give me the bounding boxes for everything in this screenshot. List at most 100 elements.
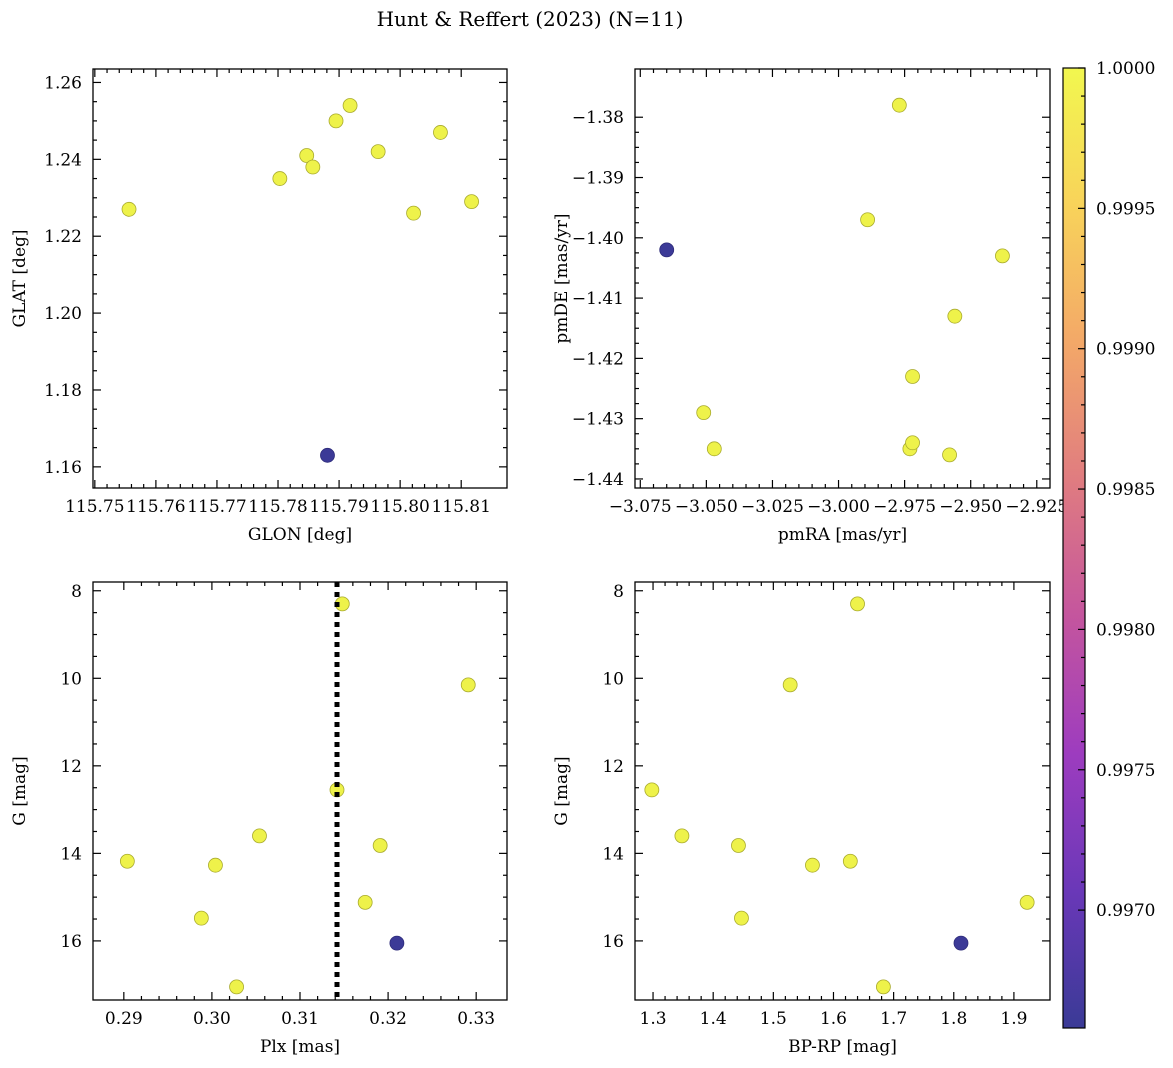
y-tick-label: 14 bbox=[602, 844, 624, 864]
data-point bbox=[299, 148, 315, 163]
y-tick-label: −1.40 bbox=[572, 229, 624, 249]
x-axis-label: Plx [mas] bbox=[260, 1037, 340, 1057]
data-point bbox=[305, 159, 321, 175]
y-tick-label: 8 bbox=[71, 582, 82, 602]
y-tick-label: 1.26 bbox=[44, 73, 82, 93]
y-tick-label: −1.41 bbox=[572, 289, 624, 309]
data-point bbox=[696, 405, 712, 421]
colorbar-tick-label: 1.0000 bbox=[1096, 59, 1155, 79]
data-point bbox=[942, 447, 957, 463]
y-tick-label: 1.22 bbox=[44, 227, 82, 247]
panel-bprp-g: 1.3 1.4 1.5 1.6 1.7 1.8 1.9 8 10 12 14 16 BP-RP [mag… bbox=[552, 581, 1051, 1057]
x-axis-label: GLON [deg] bbox=[248, 525, 352, 545]
colorbar-tick-label: 0.9985 bbox=[1096, 480, 1155, 500]
y-tick-label: −1.39 bbox=[572, 169, 624, 189]
data-point bbox=[953, 935, 969, 951]
y-tick-label: −1.43 bbox=[572, 410, 624, 430]
data-point bbox=[995, 248, 1010, 264]
data-point bbox=[372, 838, 388, 853]
figure-title: Hunt & Reffert (2023) (N=11) bbox=[377, 7, 684, 31]
y-tick-label: 1.24 bbox=[44, 150, 82, 170]
x-tick-label: 1.4 bbox=[700, 1009, 727, 1029]
colorbar-tick-label: 0.9990 bbox=[1096, 340, 1155, 360]
x-tick-label: 115.75 bbox=[65, 497, 124, 517]
colorbar-tick-label: 0.9995 bbox=[1096, 199, 1155, 219]
y-tick-label: −1.44 bbox=[572, 470, 624, 490]
x-tick-label: 1.6 bbox=[820, 1009, 847, 1029]
data-point bbox=[842, 853, 858, 869]
plot-frame bbox=[634, 68, 1051, 489]
data-point bbox=[850, 596, 865, 612]
data-point bbox=[370, 144, 386, 160]
data-point bbox=[320, 447, 335, 463]
data-point bbox=[121, 201, 137, 217]
data-point bbox=[805, 857, 820, 873]
data-point bbox=[328, 113, 344, 129]
plot-frame bbox=[92, 581, 508, 1001]
y-tick-label: 12 bbox=[60, 757, 82, 777]
colorbar-tick-label: 0.9970 bbox=[1096, 901, 1155, 921]
data-point bbox=[357, 894, 373, 910]
y-tick-label: −1.42 bbox=[572, 349, 624, 369]
data-point bbox=[674, 828, 690, 844]
y-tick-label: 10 bbox=[602, 669, 624, 689]
y-tick-label: 16 bbox=[60, 932, 82, 952]
data-point bbox=[208, 857, 223, 873]
data-point bbox=[905, 369, 920, 384]
data-point bbox=[731, 838, 746, 853]
data-point bbox=[659, 242, 675, 258]
data-point bbox=[734, 910, 749, 926]
data-point bbox=[706, 441, 722, 457]
y-tick-label: 8 bbox=[613, 582, 624, 602]
x-tick-label: 115.76 bbox=[126, 497, 185, 517]
y-tick-label: 14 bbox=[60, 844, 82, 864]
x-tick-label: 0.31 bbox=[281, 1009, 319, 1029]
x-tick-label: −3.025 bbox=[741, 497, 804, 517]
data-point bbox=[193, 910, 209, 926]
x-tick-label: 1.5 bbox=[760, 1009, 787, 1029]
data-point bbox=[875, 979, 891, 995]
x-tick-label: −3.075 bbox=[609, 497, 672, 517]
x-tick-label: 1.9 bbox=[1000, 1009, 1027, 1029]
data-point bbox=[464, 194, 479, 210]
data-point bbox=[891, 97, 907, 113]
y-tick-label: 1.20 bbox=[44, 304, 82, 324]
y-tick-label: 12 bbox=[602, 757, 624, 777]
y-axis-label: GLAT [deg] bbox=[10, 229, 30, 327]
data-point bbox=[406, 205, 421, 221]
x-tick-label: 115.81 bbox=[431, 497, 490, 517]
plot-frame bbox=[92, 68, 508, 489]
y-axis-label: pmDE [mas/yr] bbox=[552, 213, 572, 343]
x-tick-label: −3.050 bbox=[675, 497, 738, 517]
x-tick-label: 115.79 bbox=[309, 497, 368, 517]
data-point bbox=[252, 828, 267, 844]
x-tick-label: 0.29 bbox=[105, 1009, 143, 1029]
panel-pmra-pmde: −3.075 −3.050 −3.025 −3.000 −2.975 −2.950 −2.9… bbox=[552, 68, 1068, 545]
y-tick-label: 1.16 bbox=[44, 458, 82, 478]
y-axis-label: G [mag] bbox=[10, 756, 30, 825]
x-tick-label: 0.30 bbox=[193, 1009, 231, 1029]
colorbar: 0.9970 0.9975 0.9980 0.9985 0.9990 0.9995 1.00… bbox=[1062, 59, 1155, 1029]
x-tick-label: 0.33 bbox=[457, 1009, 495, 1029]
x-tick-label: 1.3 bbox=[640, 1009, 667, 1029]
colorbar-tick-label: 0.9980 bbox=[1096, 620, 1155, 640]
y-tick-label: 1.18 bbox=[44, 381, 82, 401]
y-tick-label: 16 bbox=[602, 932, 624, 952]
data-point bbox=[342, 98, 358, 113]
colorbar-tick-label: 0.9975 bbox=[1096, 761, 1155, 781]
x-tick-label: 1.7 bbox=[880, 1009, 907, 1029]
panel-glon-glat: 115.75 115.76 115.77 115.78 115.79 115.80 115.… bbox=[10, 68, 508, 545]
x-tick-label: −2.950 bbox=[939, 497, 1002, 517]
x-tick-label: 0.32 bbox=[369, 1009, 407, 1029]
x-tick-label: 1.8 bbox=[940, 1009, 967, 1029]
data-point bbox=[905, 435, 920, 451]
data-point bbox=[860, 212, 876, 228]
x-tick-label: −2.975 bbox=[873, 497, 936, 517]
data-point bbox=[460, 677, 476, 693]
x-tick-label: −2.925 bbox=[1005, 497, 1068, 517]
y-axis-label: G [mag] bbox=[552, 756, 572, 825]
y-tick-label: 10 bbox=[60, 669, 82, 689]
x-tick-label: 115.77 bbox=[187, 497, 246, 517]
data-point bbox=[782, 677, 798, 693]
